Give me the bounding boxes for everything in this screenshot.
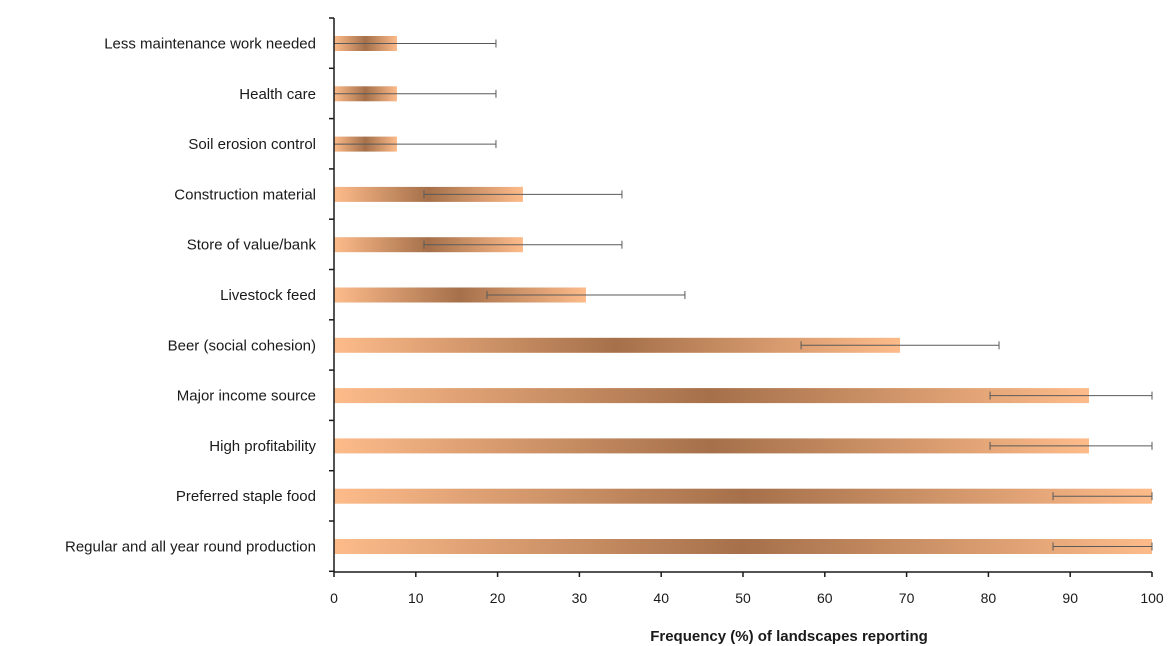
bar <box>334 438 1090 454</box>
bar <box>334 539 1152 554</box>
x-tick-label: 10 <box>408 590 424 606</box>
category-labels-group: Less maintenance work needed Health care S… <box>65 36 316 556</box>
category-label: High profitability <box>209 438 316 455</box>
bar <box>334 337 901 353</box>
x-tick-label: 90 <box>1062 590 1078 606</box>
error-bar <box>1052 492 1153 501</box>
bars-group <box>334 36 1152 554</box>
bar <box>334 287 586 303</box>
category-label: Major income source <box>177 388 316 405</box>
x-tick-label: 70 <box>899 590 915 606</box>
x-tick-label: 30 <box>572 590 588 606</box>
category-label: Health care <box>239 86 316 103</box>
category-label: Less maintenance work needed <box>104 36 316 53</box>
x-tick-label: 100 <box>1140 590 1164 606</box>
x-tick-label: 20 <box>490 590 506 606</box>
error-bar <box>486 291 686 299</box>
error-bar <box>800 341 1000 350</box>
x-tick-label: 60 <box>817 590 833 606</box>
error-bar <box>1052 542 1153 551</box>
category-label: Preferred staple food <box>176 488 316 505</box>
bar <box>334 488 1152 504</box>
x-axis-title: Frequency (%) of landscapes reporting <box>650 628 928 645</box>
axes-group <box>329 17 1153 577</box>
category-label: Store of value/bank <box>187 237 317 254</box>
error-bar <box>423 240 623 249</box>
x-tick-label: 50 <box>735 590 751 606</box>
category-label: Soil erosion control <box>188 136 316 153</box>
category-label: Regular and all year round production <box>65 539 316 556</box>
error-bar <box>989 391 1153 400</box>
category-label: Construction material <box>174 186 316 203</box>
category-label: Beer (social cohesion) <box>168 337 316 354</box>
x-tick-label: 0 <box>330 590 338 606</box>
x-tick-label: 80 <box>981 590 997 606</box>
error-bar <box>989 441 1153 450</box>
bar <box>334 388 1090 404</box>
category-label: Livestock feed <box>220 287 316 304</box>
error-bar <box>423 190 623 199</box>
error-bars-group <box>333 39 1153 551</box>
x-tick-label: 40 <box>653 590 669 606</box>
x-ticks-group: 0 10 20 30 40 50 60 70 80 90 100 <box>330 590 1164 606</box>
